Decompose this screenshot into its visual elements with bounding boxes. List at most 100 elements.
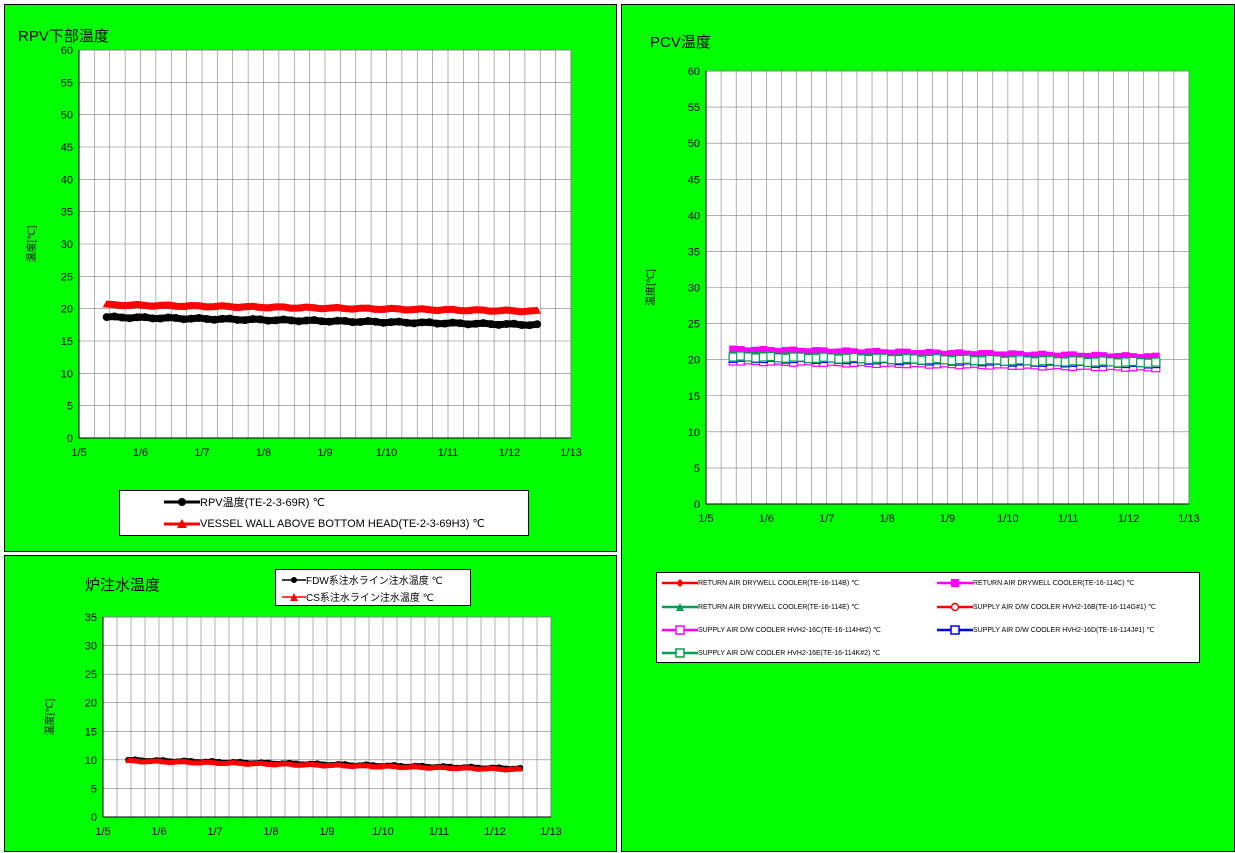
data-point [819,347,828,356]
data-point [102,300,111,308]
legend-item: SUPPLY AIR D/W COOLER HVH2-16B(TE-16-114… [937,602,1156,612]
y-tick-label: 35 [85,612,97,624]
x-tick-label: 1/6 [759,513,774,525]
y-tick-label: 20 [85,698,97,710]
data-point [463,306,472,314]
data-point [225,314,234,323]
data-point [1030,357,1040,367]
data-point [348,305,357,313]
data-point [447,765,454,771]
data-point [932,349,941,358]
y-tick-label: 5 [67,401,73,413]
data-point [110,300,119,308]
data-point [333,303,342,311]
x-tick-label: 1/10 [376,447,397,459]
data-point [834,354,844,364]
legend-item: RPV温度(TE-2-3-69R) ℃ [164,494,325,510]
data-point [125,314,134,323]
data-point [788,352,799,362]
y-axis-label: 温度[℃] [25,225,38,262]
data-point [417,304,426,312]
data-point [970,356,980,366]
data-point [402,306,411,314]
data-point [781,353,791,363]
data-point [1098,356,1108,366]
data-point [187,301,196,309]
data-point [125,757,132,763]
data-point [1060,357,1070,367]
x-tick-label: 1/13 [1178,513,1199,525]
legend-label: RPV温度(TE-2-3-69R) ℃ [200,497,325,509]
data-point [1015,350,1024,359]
data-point [954,354,965,365]
data-point [202,314,211,323]
data-point [202,759,209,765]
data-point [433,306,442,314]
x-tick-label: 1/8 [256,447,271,459]
data-point [751,353,761,363]
series-6 [728,351,1161,368]
y-tick-label: 25 [85,669,97,681]
x-tick-label: 1/6 [133,447,148,459]
x-tick-label: 1/11 [1058,513,1079,525]
x-tick-label: 1/13 [560,447,581,459]
y-tick-label: 15 [61,336,73,348]
data-point [156,301,165,309]
y-tick-label: 55 [688,102,700,114]
data-point [271,302,280,311]
data-point [216,760,223,767]
data-point [471,305,480,313]
data-point [494,320,503,329]
data-point [525,306,534,315]
data-point [279,302,288,311]
legend-swatch-114j [937,625,973,635]
data-point [209,759,216,765]
data-point [294,317,303,326]
y-tick-label: 25 [61,271,73,283]
y-tick-label: 15 [688,391,700,403]
data-point [398,764,405,771]
data-point [1151,357,1161,367]
x-tick-label: 1/5 [698,513,713,525]
y-tick-label: 40 [688,210,700,222]
data-point [321,762,328,769]
data-point [759,345,768,354]
data-point [146,758,153,764]
data-point [342,762,349,769]
data-point [293,762,300,768]
data-point [1075,356,1085,366]
legend-swatch-cs [282,592,306,601]
data-point [241,302,250,310]
pcv-chart-panel: PCV温度 0 5 10 15 20 25 30 35 40 45 50 55 60 1/5 1/6 1/7 1… [621,4,1235,852]
data-point [879,353,889,363]
legend-swatch-114k [662,648,698,658]
y-tick-label: 20 [61,304,73,316]
data-point [371,317,380,326]
data-point [1068,351,1077,360]
data-point [440,319,449,328]
data-point [110,312,119,321]
data-point [510,306,519,315]
y-tick-label: 35 [688,246,700,258]
data-point [864,354,874,365]
data-point [217,314,226,323]
data-point [962,354,972,364]
data-point [1045,355,1055,365]
data-point [167,759,174,765]
data-point [433,319,442,328]
data-point [402,318,411,327]
data-point [426,765,433,771]
legend-label: RETURN AIR DRYWELL COOLER(TE-16-114B) ℃ [698,580,859,587]
data-point [118,313,127,322]
data-point [325,317,334,326]
data-point [425,305,434,313]
y-tick-label: 35 [61,207,73,219]
data-point [482,765,489,772]
data-point [287,316,296,325]
legend-swatch-fdw [282,576,306,583]
data-point [977,356,987,366]
data-point [210,315,219,324]
data-point [463,320,472,329]
data-point [510,319,519,328]
data-point [909,354,919,364]
